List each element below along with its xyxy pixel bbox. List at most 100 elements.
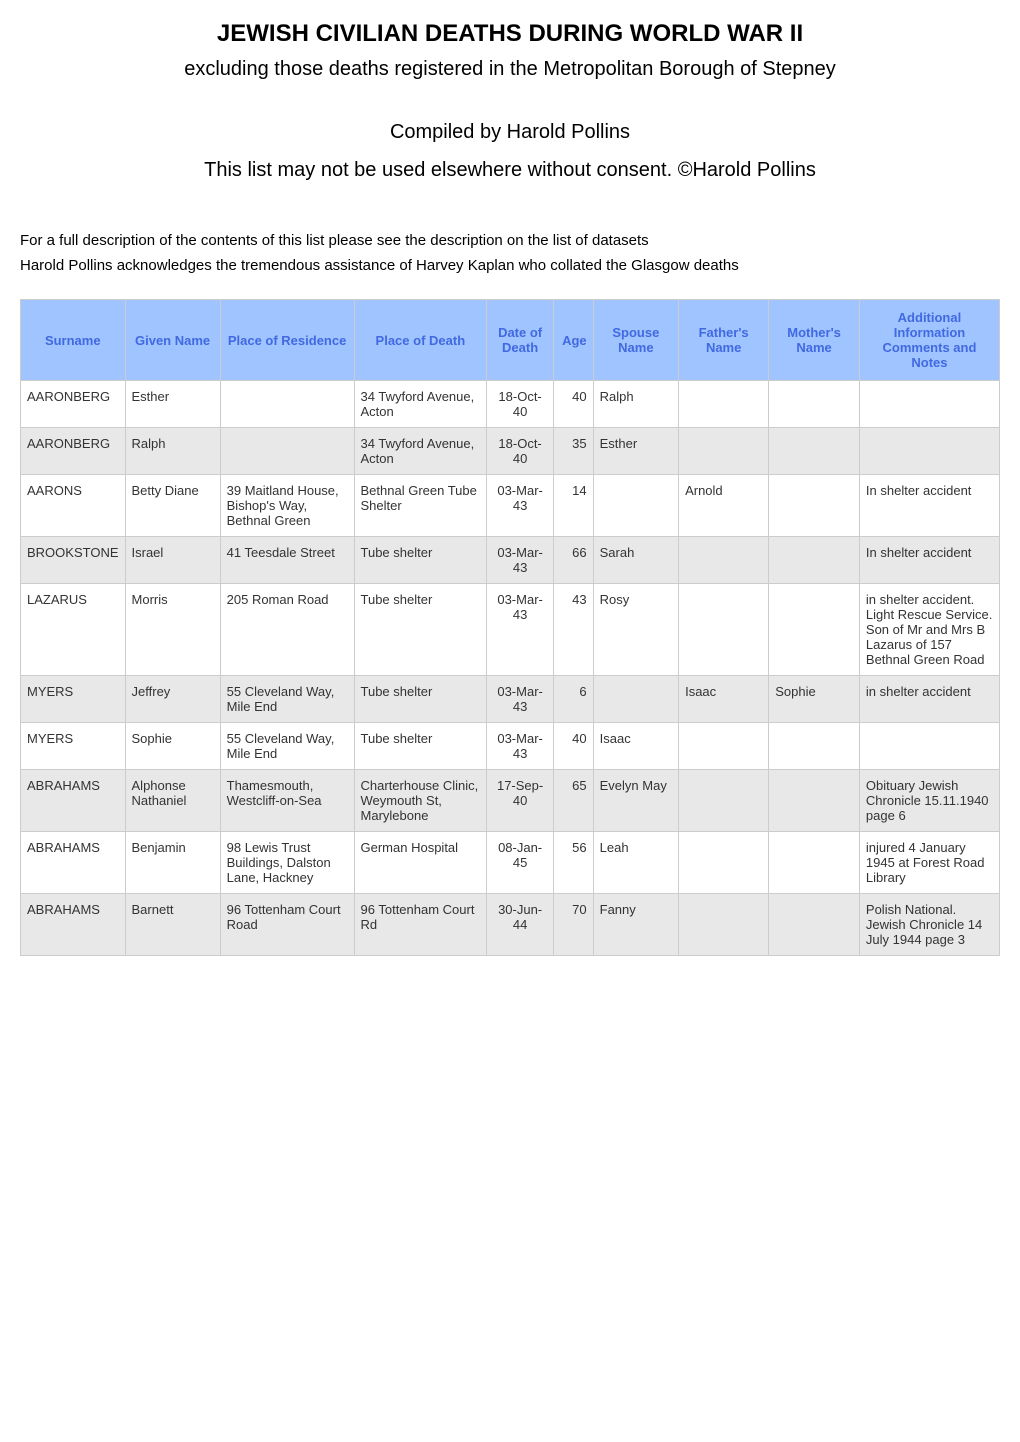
table-row: AARONSBetty Diane39 Maitland House, Bish…: [21, 475, 1000, 537]
cell-death_place: 34 Twyford Avenue, Acton: [354, 428, 487, 475]
table-row: LAZARUSMorris205 Roman RoadTube shelter0…: [21, 584, 1000, 676]
cell-father: [679, 537, 769, 584]
cell-additional: Obituary Jewish Chronicle 15.11.1940 pag…: [859, 770, 999, 832]
header-mother: Mother's Name: [769, 300, 860, 381]
cell-mother: [769, 770, 860, 832]
cell-death_place: Tube shelter: [354, 676, 487, 723]
cell-given_name: Ralph: [125, 428, 220, 475]
description-text: For a full description of the contents o…: [20, 232, 1000, 249]
cell-surname: AARONS: [21, 475, 126, 537]
cell-death_place: 34 Twyford Avenue, Acton: [354, 381, 487, 428]
cell-given_name: Sophie: [125, 723, 220, 770]
cell-spouse: Evelyn May: [593, 770, 678, 832]
cell-death_place: Tube shelter: [354, 584, 487, 676]
header-additional: Additional Information Comments and Note…: [859, 300, 999, 381]
cell-spouse: Esther: [593, 428, 678, 475]
table-body: AARONBERGEsther34 Twyford Avenue, Acton1…: [21, 381, 1000, 956]
cell-death_place: Charterhouse Clinic, Weymouth St, Maryle…: [354, 770, 487, 832]
cell-given_name: Jeffrey: [125, 676, 220, 723]
cell-spouse: [593, 676, 678, 723]
header-surname: Surname: [21, 300, 126, 381]
table-header-row: Surname Given Name Place of Residence Pl…: [21, 300, 1000, 381]
page-subtitle: excluding those deaths registered in the…: [20, 58, 1000, 81]
deaths-table: Surname Given Name Place of Residence Pl…: [20, 299, 1000, 956]
cell-given_name: Betty Diane: [125, 475, 220, 537]
cell-mother: [769, 537, 860, 584]
cell-given_name: Israel: [125, 537, 220, 584]
acknowledgment-text: Harold Pollins acknowledges the tremendo…: [20, 257, 1000, 274]
cell-date: 18-Oct-40: [487, 428, 554, 475]
cell-surname: AARONBERG: [21, 381, 126, 428]
cell-date: 03-Mar-43: [487, 723, 554, 770]
consent-notice: This list may not be used elsewhere with…: [20, 159, 1000, 182]
cell-surname: AARONBERG: [21, 428, 126, 475]
cell-father: [679, 381, 769, 428]
header-death-place: Place of Death: [354, 300, 487, 381]
cell-father: [679, 723, 769, 770]
cell-death_place: Tube shelter: [354, 537, 487, 584]
cell-given_name: Esther: [125, 381, 220, 428]
cell-mother: [769, 475, 860, 537]
table-row: BROOKSTONEIsrael41 Teesdale StreetTube s…: [21, 537, 1000, 584]
cell-residence: 41 Teesdale Street: [220, 537, 354, 584]
cell-given_name: Benjamin: [125, 832, 220, 894]
table-row: ABRAHAMSBenjamin98 Lewis Trust Buildings…: [21, 832, 1000, 894]
cell-additional: [859, 381, 999, 428]
cell-age: 40: [554, 381, 594, 428]
table-row: AARONBERGRalph 34 Twyford Avenue, Acton18…: [21, 428, 1000, 475]
cell-death_place: German Hospital: [354, 832, 487, 894]
cell-additional: injured 4 January 1945 at Forest Road Li…: [859, 832, 999, 894]
table-row: MYERSSophie55 Cleveland Way, Mile EndTub…: [21, 723, 1000, 770]
cell-spouse: Rosy: [593, 584, 678, 676]
cell-surname: ABRAHAMS: [21, 770, 126, 832]
cell-surname: LAZARUS: [21, 584, 126, 676]
header-age: Age: [554, 300, 594, 381]
cell-date: 03-Mar-43: [487, 584, 554, 676]
cell-residence: 205 Roman Road: [220, 584, 354, 676]
cell-date: 03-Mar-43: [487, 537, 554, 584]
cell-date: 08-Jan-45: [487, 832, 554, 894]
cell-additional: [859, 428, 999, 475]
cell-date: 03-Mar-43: [487, 475, 554, 537]
cell-age: 65: [554, 770, 594, 832]
cell-date: 17-Sep-40: [487, 770, 554, 832]
cell-residence: 39 Maitland House, Bishop's Way, Bethnal…: [220, 475, 354, 537]
cell-residence: Thamesmouth, Westcliff-on-Sea: [220, 770, 354, 832]
cell-spouse: Sarah: [593, 537, 678, 584]
cell-spouse: Fanny: [593, 894, 678, 956]
table-row: ABRAHAMSAlphonse NathanielThamesmouth, W…: [21, 770, 1000, 832]
cell-father: [679, 832, 769, 894]
cell-mother: Sophie: [769, 676, 860, 723]
cell-spouse: [593, 475, 678, 537]
cell-residence: 98 Lewis Trust Buildings, Dalston Lane, …: [220, 832, 354, 894]
cell-additional: [859, 723, 999, 770]
cell-father: Arnold: [679, 475, 769, 537]
compiled-by: Compiled by Harold Pollins: [20, 121, 1000, 144]
cell-given_name: Alphonse Nathaniel: [125, 770, 220, 832]
cell-surname: MYERS: [21, 723, 126, 770]
page-title: JEWISH CIVILIAN DEATHS DURING WORLD WAR …: [20, 20, 1000, 48]
cell-mother: [769, 894, 860, 956]
cell-father: [679, 770, 769, 832]
cell-residence: 96 Tottenham Court Road: [220, 894, 354, 956]
cell-additional: in shelter accident: [859, 676, 999, 723]
header-date: Date of Death: [487, 300, 554, 381]
cell-given_name: Morris: [125, 584, 220, 676]
header-given-name: Given Name: [125, 300, 220, 381]
cell-father: [679, 584, 769, 676]
cell-age: 66: [554, 537, 594, 584]
cell-surname: BROOKSTONE: [21, 537, 126, 584]
cell-mother: [769, 723, 860, 770]
cell-residence: [220, 428, 354, 475]
cell-surname: ABRAHAMS: [21, 832, 126, 894]
header-spouse: Spouse Name: [593, 300, 678, 381]
cell-age: 14: [554, 475, 594, 537]
cell-additional: In shelter accident: [859, 475, 999, 537]
cell-given_name: Barnett: [125, 894, 220, 956]
cell-mother: [769, 584, 860, 676]
cell-age: 43: [554, 584, 594, 676]
cell-mother: [769, 381, 860, 428]
cell-age: 6: [554, 676, 594, 723]
cell-spouse: Isaac: [593, 723, 678, 770]
cell-age: 40: [554, 723, 594, 770]
